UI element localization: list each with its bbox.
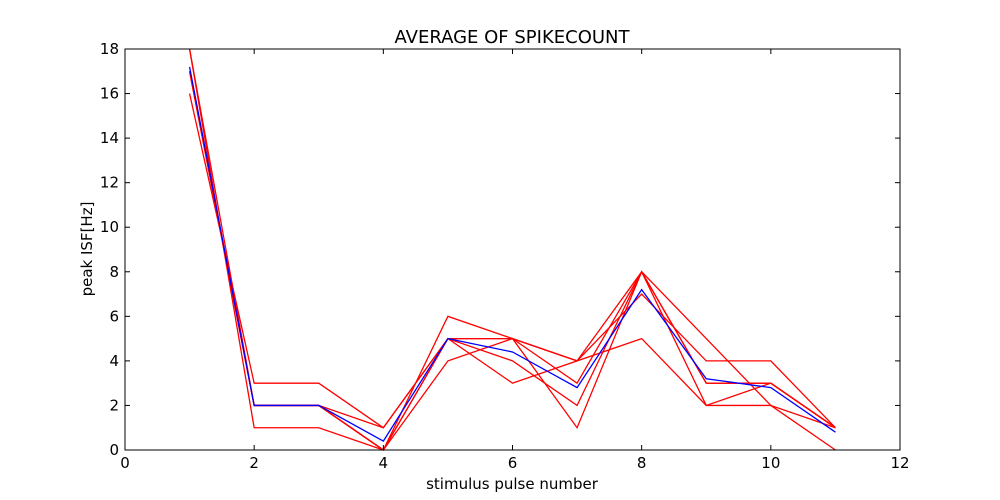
x-tick-label: 2 (249, 454, 259, 472)
x-tick-label: 12 (890, 454, 909, 472)
series-line-6 (188, 71, 836, 451)
y-tick-label: 10 (100, 218, 119, 236)
series-line-5 (188, 71, 836, 429)
y-tick-label: 18 (100, 40, 119, 58)
series-line-4 (188, 48, 836, 451)
series-line-3 (188, 71, 836, 451)
chart-title: AVERAGE OF SPIKECOUNT (394, 27, 630, 48)
y-tick-label: 2 (109, 396, 119, 414)
y-tick-label: 6 (109, 307, 119, 325)
y-tick-label: 12 (100, 174, 119, 192)
plot-area-frame (124, 48, 901, 451)
x-tick-label: 8 (637, 454, 647, 472)
x-axis-label: stimulus pulse number (426, 475, 599, 493)
y-tick-label: 4 (109, 352, 119, 370)
y-tick-label: 8 (109, 263, 119, 281)
x-tick-label: 6 (508, 454, 518, 472)
y-tick-label: 16 (100, 85, 119, 103)
y-axis-label: peak ISF[Hz] (78, 202, 96, 297)
ticks-layer: 0 2 4 6 8 10 12 0 2 4 6 8 10 12 14 16 18 (100, 40, 910, 472)
y-tick-label: 14 (100, 129, 119, 147)
x-tick-label: 10 (761, 454, 780, 472)
series-line-1 (188, 48, 836, 451)
x-tick-label: 0 (120, 454, 130, 472)
series-line-2 (188, 93, 836, 429)
x-tick-label: 4 (379, 454, 389, 472)
series-line-7 (188, 66, 836, 442)
y-tick-label: 0 (109, 441, 119, 459)
series-layer (188, 48, 836, 451)
